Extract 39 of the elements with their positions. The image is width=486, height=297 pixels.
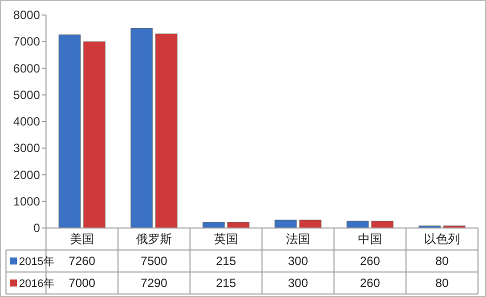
y-tick-label: 0: [33, 221, 40, 235]
bar: [299, 220, 322, 228]
data-label: 215: [216, 276, 236, 290]
bar: [227, 222, 250, 228]
bar: [346, 220, 369, 228]
data-label: 300: [288, 254, 308, 268]
legend-label: 2016年: [19, 278, 54, 290]
data-label: 7500: [140, 254, 168, 268]
x-tick-label: 英国: [214, 232, 238, 246]
data-label: 300: [288, 276, 308, 290]
bar: [274, 220, 297, 228]
y-tick-label: 6000: [13, 61, 40, 76]
y-tick-label: 5000: [13, 88, 40, 102]
x-tick-label: 俄罗斯: [136, 232, 172, 246]
data-label: 80: [435, 254, 449, 268]
y-tick-label: 8000: [13, 8, 40, 22]
bar: [58, 34, 81, 228]
bar: [371, 220, 394, 228]
data-label: 7260: [68, 254, 96, 268]
data-label: 260: [360, 254, 380, 268]
data-label: 7000: [68, 276, 96, 290]
x-tick-label: 中国: [358, 232, 382, 246]
bar: [83, 41, 106, 228]
data-label: 215: [216, 254, 236, 268]
y-tick-label: 1000: [13, 194, 40, 208]
x-tick-label: 以色列: [424, 232, 460, 246]
bar: [130, 28, 153, 228]
y-tick-label: 2000: [13, 168, 40, 182]
y-tick-label: 4000: [13, 114, 40, 128]
x-tick-label: 美国: [70, 232, 94, 246]
data-label: 80: [435, 276, 449, 290]
legend-label: 2015年: [19, 256, 54, 268]
data-label: 260: [360, 276, 380, 290]
bar: [202, 222, 225, 228]
y-tick-label: 3000: [13, 141, 40, 156]
bar: [155, 34, 178, 228]
y-tick-label: 7000: [13, 34, 40, 49]
x-tick-label: 法国: [286, 232, 310, 246]
data-label: 7290: [140, 276, 168, 290]
